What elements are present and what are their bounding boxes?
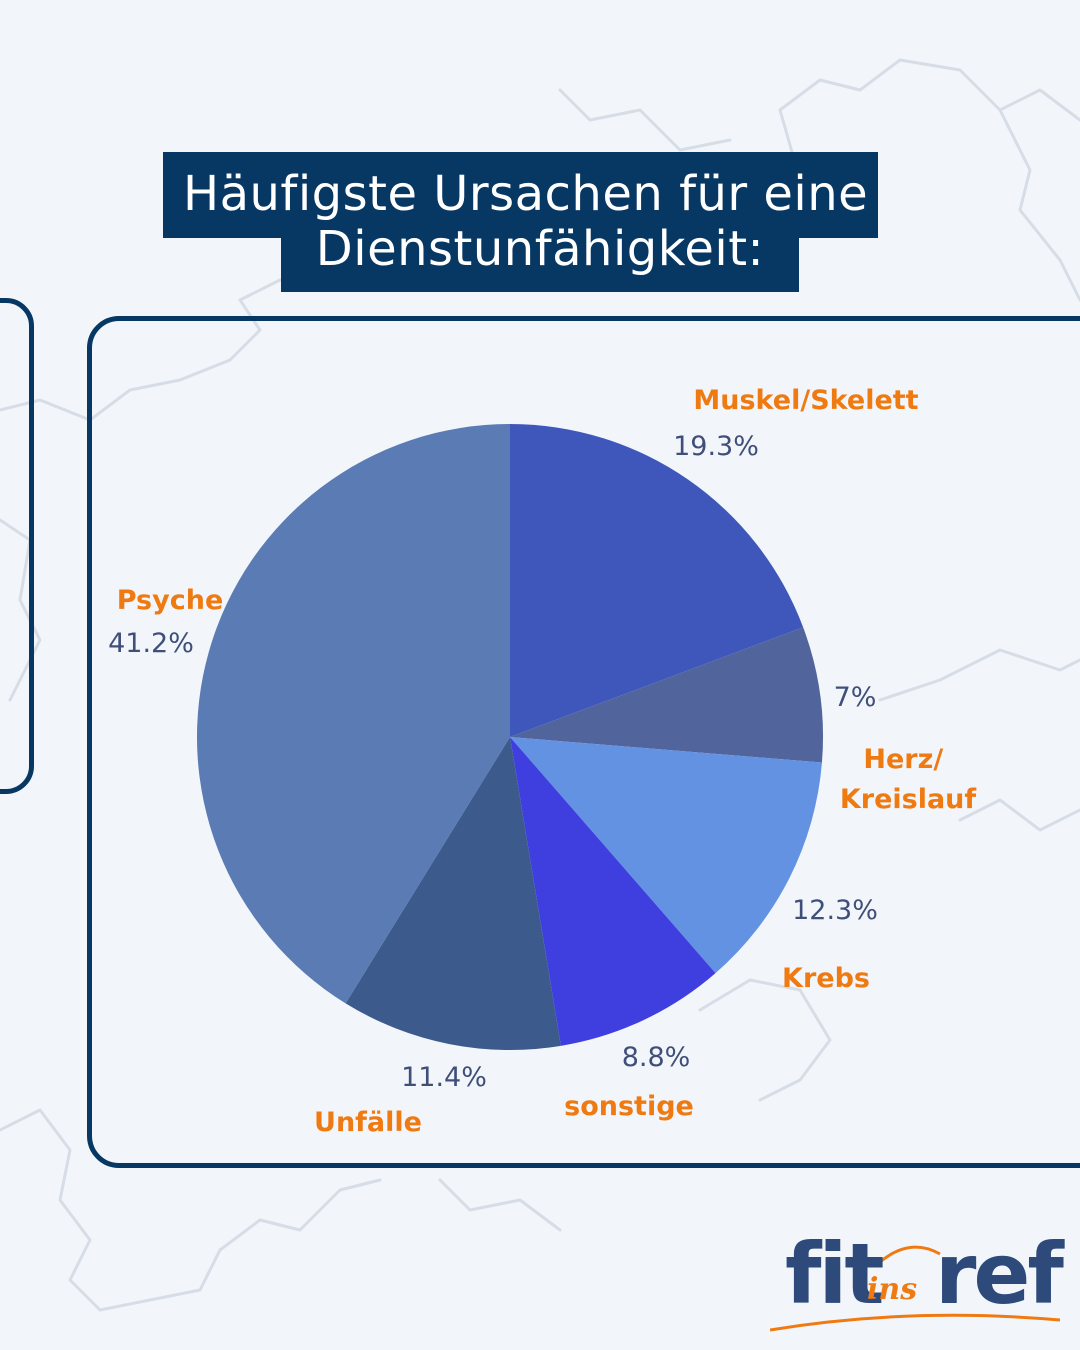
title-line-1: Häufigste Ursachen für eine [163,152,878,238]
value-krebs: 12.3% [792,895,878,926]
pie-slice-muskel-skelett [510,424,804,737]
value-unfaelle: 11.4% [401,1062,487,1093]
label-krebs: Krebs [782,963,870,994]
label-unfaelle: Unfälle [314,1107,422,1138]
value-herz-kreislauf: 7% [834,682,877,713]
logo-swoosh-icon [770,1245,1060,1332]
label-muskel-skelett: Muskel/Skelett [693,385,918,416]
pie-slices [197,424,823,1050]
value-psyche: 41.2% [108,628,194,659]
left-card-frame [0,298,34,794]
pie-slice-psyche [197,424,510,1004]
fitinsref-logo: fit ins ref [770,1225,1064,1332]
value-sonstige: 8.8% [622,1042,691,1073]
label-herz-kreislauf-line-1: Herz/ [863,744,943,775]
label-herz-kreislauf: Herz/ Kreislauf [840,744,977,815]
label-herz-kreislauf-line-2: Kreislauf [840,784,977,815]
logo-text-ins: ins [867,1272,918,1307]
logo-text-ref: ref [935,1225,1064,1323]
value-muskel-skelett: 19.3% [673,431,759,462]
pie-slice-sonstige [510,737,716,1046]
logo-text-fit: fit [785,1225,884,1323]
label-psyche: Psyche [117,585,224,616]
pie-slice-herz-kreislauf [510,627,823,763]
chart-card-frame [87,316,1080,1168]
label-sonstige: sonstige [564,1091,694,1122]
pie-slice-unfälle [345,737,561,1050]
pie-slice-krebs [510,737,822,974]
